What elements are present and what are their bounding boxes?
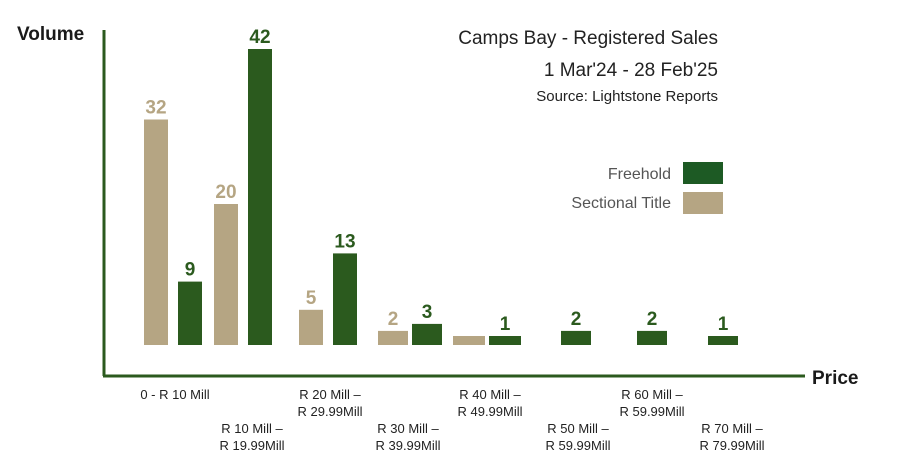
x-tick-label-1-line-0: R 10 Mill – [221, 421, 283, 436]
x-tick-label-2: R 20 Mill – R 29.99Mill [270, 386, 390, 420]
data-label-freehold-7: 1 [718, 314, 729, 335]
chart-subtitle: 1 Mar'24 - 28 Feb'25 [543, 60, 718, 81]
x-tick-label-7: R 70 Mill – R 79.99Mill [672, 420, 792, 454]
bar-sectional-title-4 [453, 336, 485, 345]
x-tick-label-0-line-0: 0 - R 10 Mill [140, 387, 210, 402]
x-tick-label-6: R 60 Mill – R 59.99Mill [592, 386, 712, 420]
bar-freehold-4 [489, 336, 521, 345]
data-label-sectional-title-1: 20 [215, 182, 236, 203]
bar-freehold-7 [708, 336, 738, 345]
x-tick-label-6-line-1: R 59.99Mill [619, 404, 685, 419]
bar-freehold-6 [637, 330, 667, 345]
bar-freehold-2 [333, 253, 357, 345]
bar-freehold-3 [412, 323, 442, 345]
axes-group [102, 30, 805, 378]
legend-label-freehold: Freehold [607, 166, 671, 183]
data-label-freehold-0: 9 [185, 260, 196, 281]
data-label-sectional-title-2: 5 [306, 288, 317, 309]
bar-freehold-5 [561, 330, 591, 345]
x-tick-label-4-line-0: R 40 Mill – [459, 387, 521, 402]
data-label-freehold-1: 42 [249, 27, 270, 48]
x-tick-label-3-line-1: R 39.99Mill [375, 438, 441, 453]
x-tick-label-1: R 10 Mill – R 19.99Mill [192, 420, 312, 454]
x-tick-label-2-line-1: R 29.99Mill [297, 404, 363, 419]
data-label-sectional-title-0: 32 [145, 98, 166, 119]
data-label-freehold-5: 2 [571, 309, 582, 330]
x-tick-label-3: R 30 Mill – R 39.99Mill [348, 420, 468, 454]
x-tick-label-4: R 40 Mill – R 49.99Mill [430, 386, 550, 420]
bar-freehold-0 [178, 281, 202, 345]
bar-freehold-1 [248, 49, 272, 345]
chart-source: Source: Lightstone Reports [536, 88, 718, 105]
x-tick-label-0: 0 - R 10 Mill [115, 386, 235, 403]
bar-sectional-title-2 [299, 309, 323, 345]
data-label-sectional-title-3: 2 [388, 309, 399, 330]
x-tick-label-5-line-1: R 59.99Mill [545, 438, 611, 453]
x-tick-label-7-line-0: R 70 Mill – [701, 421, 763, 436]
legend-swatch-sectional-title [683, 192, 723, 214]
x-tick-label-1-line-1: R 19.99Mill [219, 438, 285, 453]
bar-sectional-title-0 [144, 119, 168, 345]
data-label-freehold-6: 2 [647, 309, 658, 330]
legend-label-sectional-title: Sectional Title [571, 195, 671, 212]
y-axis-label: Volume [17, 24, 85, 45]
x-tick-label-5-line-0: R 50 Mill – [547, 421, 609, 436]
data-label-freehold-4: 1 [500, 314, 511, 335]
data-label-freehold-3: 3 [422, 302, 433, 323]
x-tick-label-6-line-0: R 60 Mill – [621, 387, 683, 402]
legend-swatch-freehold [683, 162, 723, 184]
x-tick-label-4-line-1: R 49.99Mill [457, 404, 523, 419]
x-axis-label: Price [812, 368, 859, 389]
x-tick-label-2-line-0: R 20 Mill – [299, 387, 361, 402]
x-tick-label-5: R 50 Mill – R 59.99Mill [518, 420, 638, 454]
bar-sectional-title-3 [378, 330, 408, 345]
chart-title: Camps Bay - Registered Sales [458, 28, 718, 49]
bar-sectional-title-1 [214, 204, 238, 345]
bars-group: 32 20 5 2 9 42 13 3 1 2 2 1 [144, 27, 738, 345]
data-label-freehold-2: 13 [334, 231, 355, 252]
x-tick-label-7-line-1: R 79.99Mill [699, 438, 765, 453]
x-tick-label-3-line-0: R 30 Mill – [377, 421, 439, 436]
